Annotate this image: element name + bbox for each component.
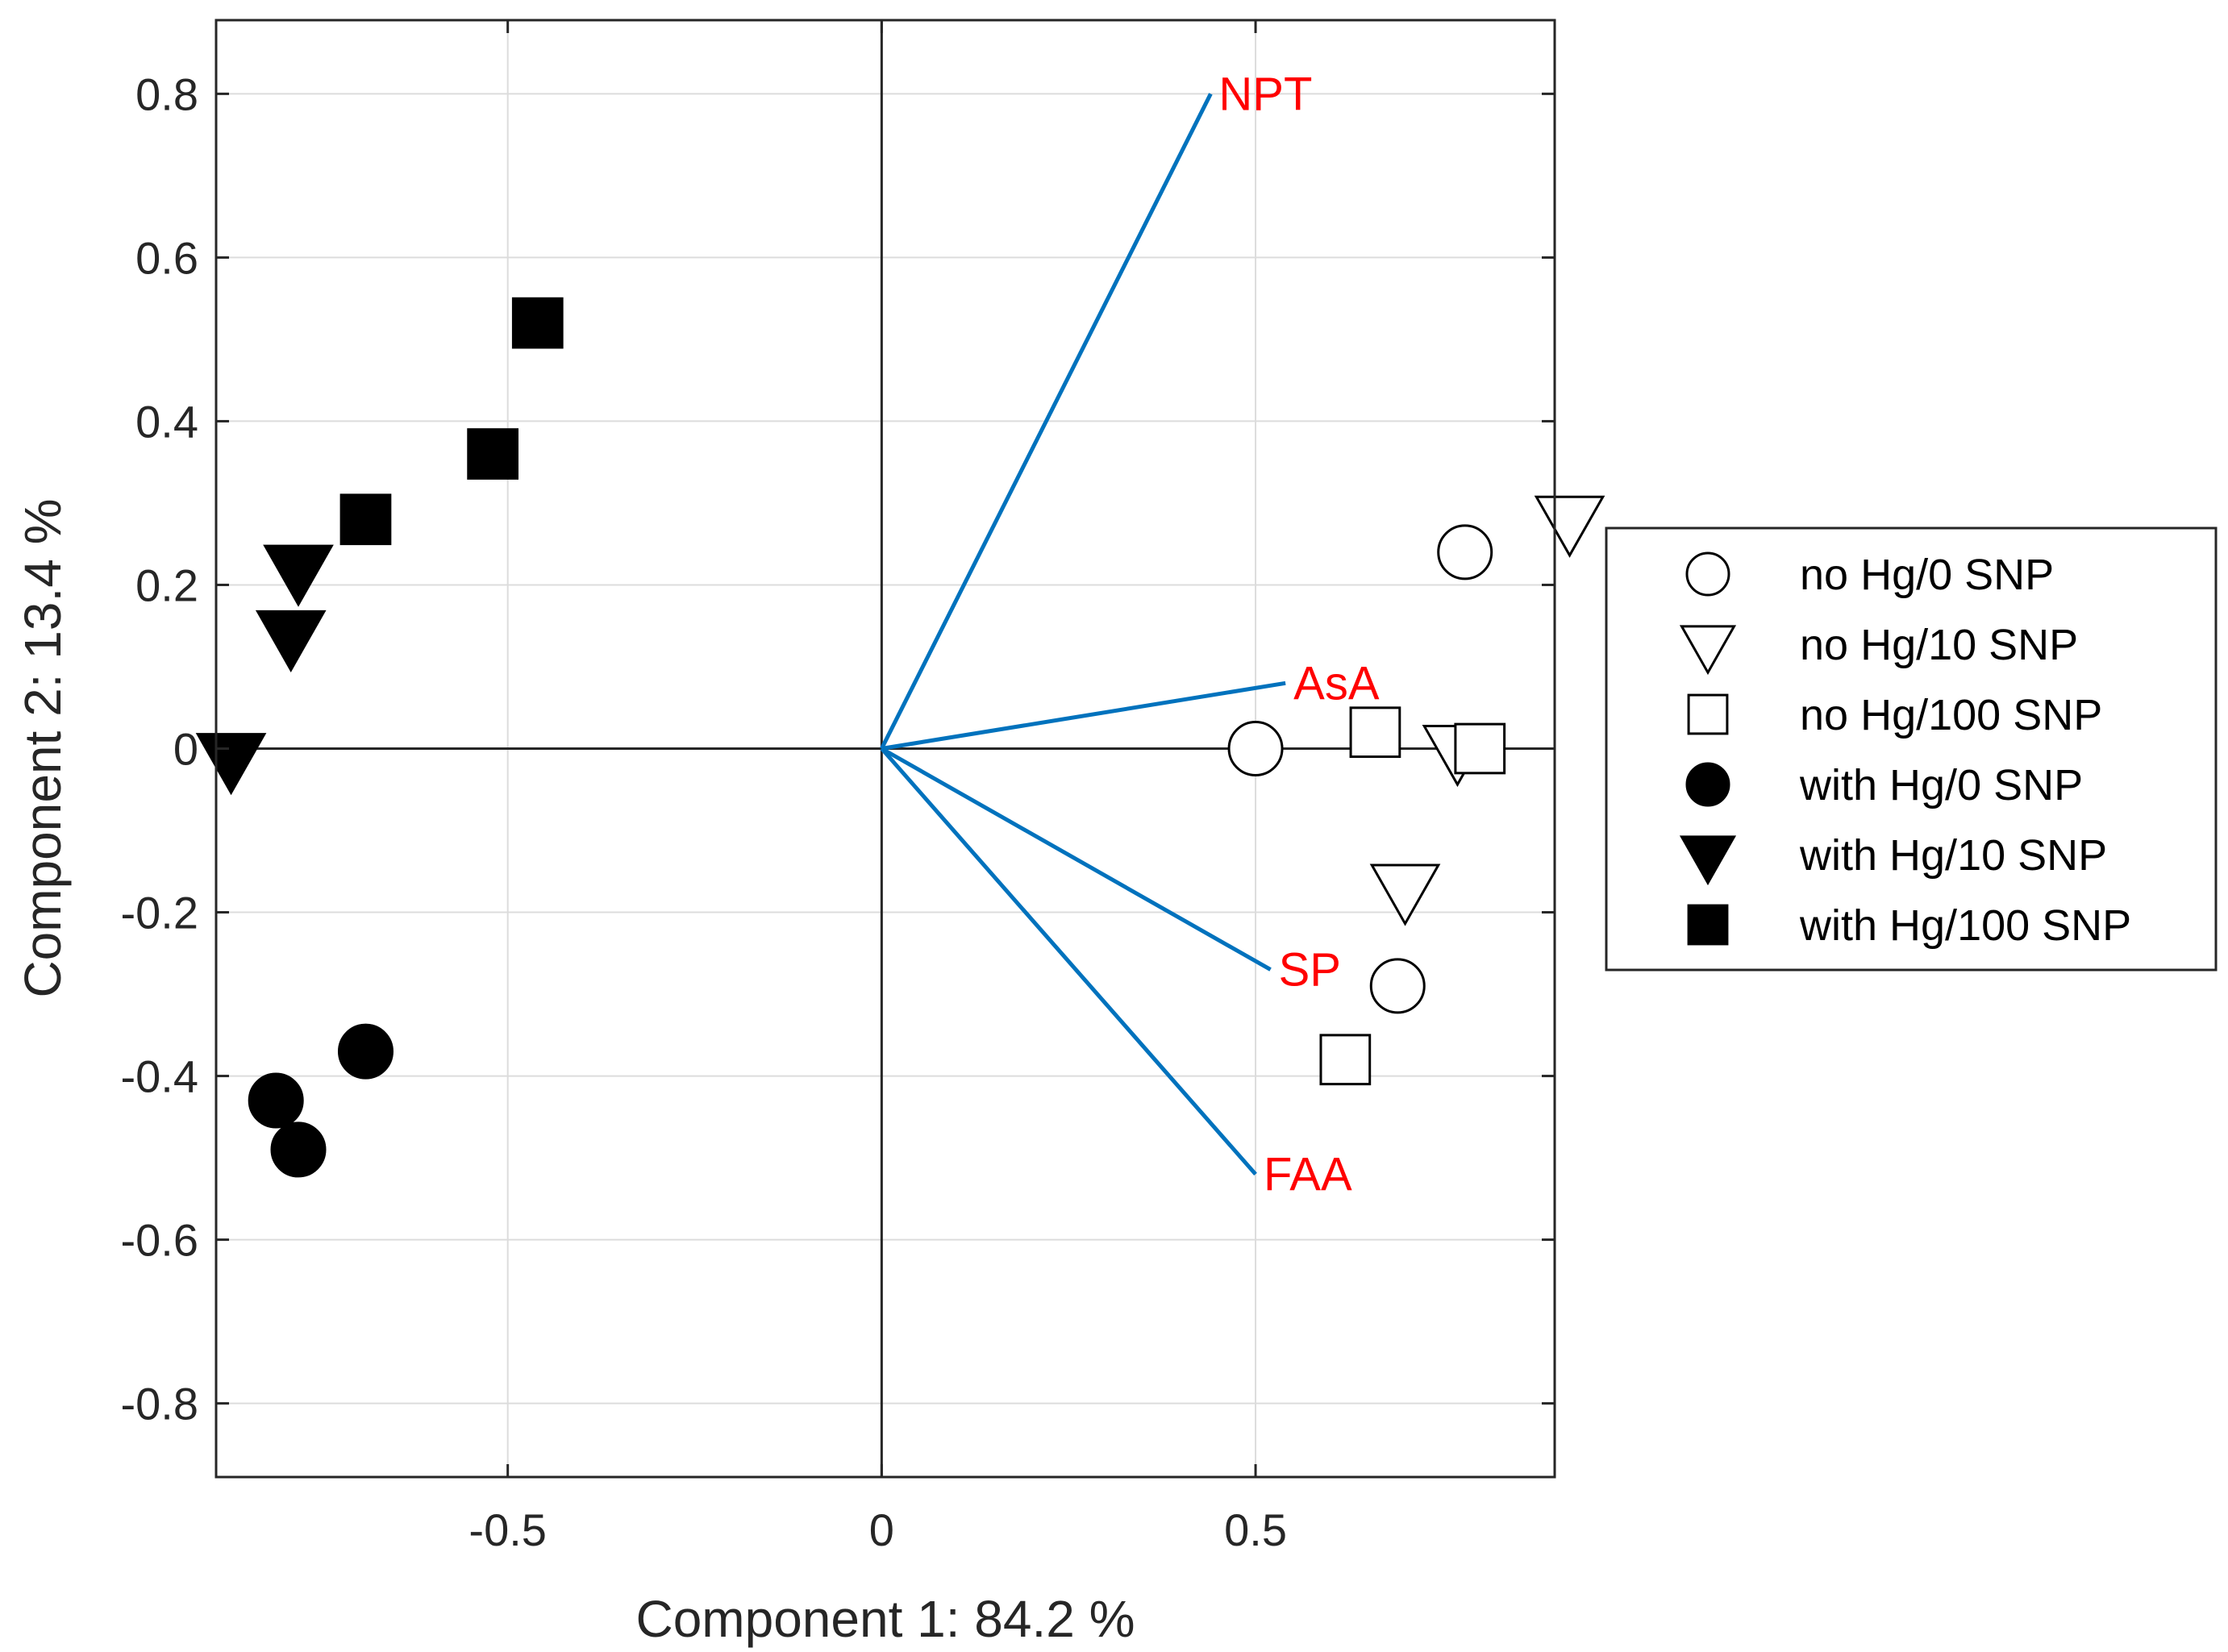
vector-faa bbox=[880, 747, 1257, 1176]
marker-no-hg-0-snp bbox=[1227, 721, 1284, 776]
legend-label-no-hg-10-snp: no Hg/10 SNP bbox=[1800, 621, 2078, 669]
x-tick-label: 0 bbox=[869, 1504, 894, 1555]
marker-no-hg-100-snp bbox=[1349, 706, 1401, 759]
marker-no-hg-100-snp bbox=[1454, 722, 1506, 775]
marker-with-hg-0-snp bbox=[270, 1121, 327, 1178]
marker-with-hg-100-snp bbox=[511, 297, 564, 349]
vector-sp bbox=[881, 747, 1272, 972]
plot-frame bbox=[214, 19, 1556, 1479]
marker-with-hg-10-snp bbox=[263, 544, 334, 607]
legend-items: no Hg/0 SNP no Hg/10 SNP no Hg/100 SNP with… bbox=[1679, 551, 2131, 950]
marker-with-hg-10-snp bbox=[255, 610, 327, 672]
marker-no-hg-10-snp bbox=[1534, 495, 1605, 558]
x-axis-label: Component 1: 84.2 % bbox=[635, 1590, 1135, 1648]
marker-with-hg-100-snp bbox=[467, 428, 518, 480]
y-tick-label: 0 bbox=[173, 724, 198, 775]
legend-label-no-hg-0-snp: no Hg/0 SNP bbox=[1800, 551, 2054, 599]
legend: no Hg/0 SNP no Hg/10 SNP no Hg/100 SNP with… bbox=[1605, 526, 2218, 972]
tick-labels: -0.5 0 0.5 0.8 0.6 0.4 0.2 0 -0.2 -0.4 -0.6 -0.8 bbox=[121, 20, 1555, 1555]
marker-with-hg-10-snp bbox=[195, 733, 267, 796]
y-tick-label: -0.2 bbox=[121, 888, 199, 938]
vector-label-faa: FAA bbox=[1264, 1148, 1352, 1201]
vector-label-asa: AsA bbox=[1293, 657, 1380, 709]
vector-label-npt: NPT bbox=[1218, 68, 1312, 120]
legend-symbol-no-hg-10-snp bbox=[1679, 625, 1737, 676]
legend-box bbox=[1605, 526, 2218, 972]
vector-label-sp: SP bbox=[1279, 944, 1341, 997]
y-tick-label: 0.8 bbox=[135, 69, 198, 119]
score-markers bbox=[195, 297, 1605, 1178]
legend-symbol-with-hg-100-snp bbox=[1687, 904, 1729, 946]
x-tick-label: 0.5 bbox=[1224, 1504, 1287, 1555]
legend-symbol-with-hg-0-snp bbox=[1685, 762, 1730, 807]
legend-label-with-hg-0-snp: with Hg/0 SNP bbox=[1799, 761, 2083, 809]
y-tick-label: 0.4 bbox=[135, 396, 198, 447]
legend-label-with-hg-10-snp: with Hg/10 SNP bbox=[1799, 831, 2107, 880]
legend-label-no-hg-100-snp: no Hg/100 SNP bbox=[1800, 691, 2102, 739]
legend-symbol-with-hg-10-snp bbox=[1679, 835, 1737, 886]
y-axis-label: Component 2: 13.4 % bbox=[14, 498, 72, 997]
marker-no-hg-0-snp bbox=[1437, 524, 1493, 580]
marker-with-hg-0-snp bbox=[248, 1072, 304, 1129]
vector-npt bbox=[880, 93, 1213, 750]
marker-no-hg-10-snp bbox=[1369, 863, 1441, 926]
marker-with-hg-0-snp bbox=[337, 1023, 394, 1080]
y-tick-label: -0.4 bbox=[121, 1051, 199, 1102]
y-tick-label: -0.6 bbox=[121, 1215, 199, 1266]
vector-asa bbox=[881, 680, 1286, 751]
marker-with-hg-100-snp bbox=[339, 493, 392, 546]
legend-label-with-hg-100-snp: with Hg/100 SNP bbox=[1799, 901, 2131, 950]
marker-no-hg-0-snp bbox=[1369, 958, 1426, 1014]
legend-symbol-no-hg-100-snp bbox=[1687, 693, 1729, 735]
legend-symbol-no-hg-0-snp bbox=[1685, 551, 1730, 597]
y-tick-label: 0.6 bbox=[135, 232, 198, 283]
y-tick-label: 0.2 bbox=[135, 560, 198, 610]
y-tick-label: -0.8 bbox=[121, 1379, 199, 1429]
x-tick-label: -0.5 bbox=[469, 1504, 547, 1555]
marker-no-hg-100-snp bbox=[1319, 1034, 1372, 1086]
loading-vectors: NPT AsA SP FAA bbox=[880, 68, 1380, 1201]
